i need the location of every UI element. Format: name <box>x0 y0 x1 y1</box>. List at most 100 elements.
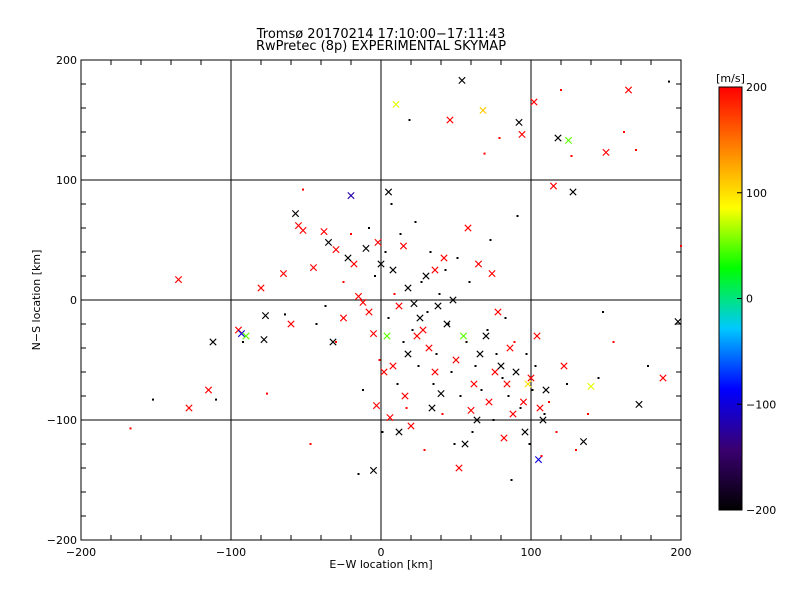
data-point-cross <box>174 276 183 284</box>
colorbar-tick-label: −100 <box>746 398 776 411</box>
data-point-cross <box>359 298 367 306</box>
data-point-cross <box>287 320 295 328</box>
colorbar-tick-label: 100 <box>746 187 767 200</box>
data-point-dot <box>483 152 486 155</box>
data-point-cross <box>242 332 250 340</box>
data-point-cross <box>542 386 550 394</box>
data-point-cross <box>257 284 265 292</box>
data-point-cross <box>461 440 469 448</box>
data-point-dot <box>486 329 489 331</box>
data-point-dot <box>426 311 429 313</box>
data-point-cross <box>320 228 328 236</box>
data-point-cross <box>587 382 595 390</box>
data-point-dot <box>570 155 573 157</box>
data-point-cross <box>260 336 268 344</box>
data-point-dot <box>324 305 327 307</box>
data-point-dot <box>495 353 498 355</box>
data-point-dot <box>357 473 360 475</box>
data-point-dot <box>498 137 501 139</box>
data-point-cross <box>237 330 246 338</box>
data-point-dot <box>513 341 516 343</box>
data-point-cross <box>404 350 412 358</box>
data-point-cross <box>434 302 442 310</box>
data-point-cross <box>350 260 358 268</box>
data-point-dot <box>680 245 682 247</box>
data-point-cross <box>185 404 193 412</box>
data-point-cross <box>479 106 487 114</box>
data-point-dot <box>335 341 337 343</box>
data-point-cross <box>392 100 400 108</box>
data-point-cross <box>425 344 433 352</box>
data-point-cross <box>521 428 529 436</box>
data-point-dot <box>411 329 414 331</box>
data-point-dot <box>420 281 423 283</box>
y-tick-label: −100 <box>47 414 77 427</box>
y-tick-label: −200 <box>47 534 77 547</box>
data-point-cross <box>458 76 466 84</box>
chart-subtitle: RwPretec (8p) EXPERIMENTAL SKYMAP <box>255 39 507 54</box>
data-point-cross <box>476 350 484 358</box>
data-point-cross <box>204 386 213 394</box>
data-point-cross <box>354 292 363 300</box>
data-point-dot <box>516 215 519 217</box>
plot-area <box>80 59 682 541</box>
data-point-cross <box>533 332 541 340</box>
data-point-dot <box>597 377 600 379</box>
data-point-cross <box>395 302 403 310</box>
data-point-cross <box>485 398 493 406</box>
data-point-dot <box>528 443 531 445</box>
data-point-cross <box>347 192 355 200</box>
data-point-cross <box>474 260 483 268</box>
data-point-cross <box>324 238 333 246</box>
data-point-cross <box>560 362 568 370</box>
data-point-cross <box>431 368 439 376</box>
data-point-cross <box>467 406 475 414</box>
data-point-cross <box>564 136 573 144</box>
data-point-cross <box>369 466 378 474</box>
data-point-cross <box>365 308 373 316</box>
data-point-cross <box>506 344 514 352</box>
data-point-cross <box>416 314 424 322</box>
y-tick-label: 200 <box>56 54 77 67</box>
data-point-cross <box>329 338 337 346</box>
data-point-dot <box>459 395 462 397</box>
data-point-cross <box>209 338 217 346</box>
data-point-cross <box>384 188 393 196</box>
x-tick-label: 200 <box>671 546 692 559</box>
data-point-dot <box>560 89 562 91</box>
data-point-cross <box>635 400 643 408</box>
data-point-dot <box>362 389 364 391</box>
data-point-dot <box>602 311 604 313</box>
data-point-dot <box>444 269 447 271</box>
data-point-cross <box>374 238 382 246</box>
data-point-dot <box>456 257 459 259</box>
data-point-cross <box>404 284 412 292</box>
data-point-cross <box>372 402 381 410</box>
data-point-dot <box>635 149 637 151</box>
data-point-cross <box>554 134 562 142</box>
data-point-cross <box>503 380 511 388</box>
data-point-cross <box>443 320 451 328</box>
data-point-cross <box>431 266 439 274</box>
data-point-cross <box>401 392 409 400</box>
data-point-cross <box>509 410 517 418</box>
data-point-cross <box>494 308 502 316</box>
data-point-dot <box>129 427 132 430</box>
data-point-cross <box>527 374 535 382</box>
data-point-cross <box>488 270 496 278</box>
data-point-cross <box>440 254 448 262</box>
data-point-dot <box>315 323 318 325</box>
y-axis-label: N−S location [km] <box>30 250 43 351</box>
data-point-dot <box>435 353 438 355</box>
colorbar-tick-label: 200 <box>746 81 767 94</box>
data-point-dot <box>531 389 534 391</box>
data-point-cross <box>339 314 348 322</box>
data-point-cross <box>380 368 388 376</box>
data-point-cross <box>362 244 370 252</box>
data-point-dot <box>387 317 390 319</box>
data-point-dot <box>447 323 450 325</box>
data-point-cross <box>569 188 577 196</box>
data-point-dot <box>534 365 537 367</box>
data-point-dot <box>390 203 393 205</box>
data-point-cross <box>395 428 403 436</box>
